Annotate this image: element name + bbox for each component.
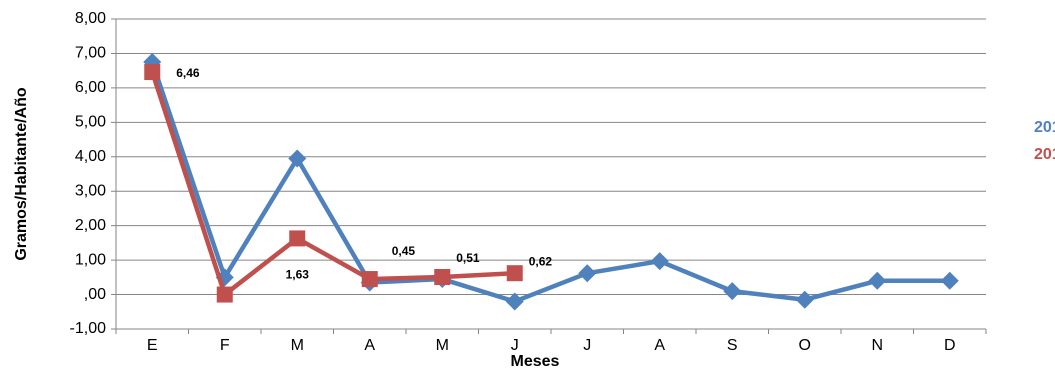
legend-label: 2011 <box>1034 119 1055 136</box>
y-tick-label: 1,00 <box>75 251 106 268</box>
marker <box>940 271 959 290</box>
x-tick-label: O <box>799 337 811 354</box>
marker <box>144 64 161 81</box>
x-axis-title: Meses <box>511 353 560 370</box>
value-label: 0,62 <box>529 254 553 268</box>
marker <box>505 292 524 311</box>
marker <box>795 290 814 309</box>
y-tick-label: ,00 <box>84 286 106 303</box>
y-tick-label: 8,00 <box>75 10 106 27</box>
x-tick-label: S <box>727 337 738 354</box>
y-tick-label: -1,00 <box>70 320 107 337</box>
x-tick-label: N <box>871 337 883 354</box>
marker <box>868 271 887 290</box>
value-label: 0,51 <box>456 251 480 265</box>
x-tick-label: J <box>583 337 591 354</box>
marker <box>361 271 378 288</box>
x-tick-label: A <box>654 337 665 354</box>
legend-label: 2012 <box>1034 146 1055 163</box>
x-tick-label: E <box>147 337 158 354</box>
x-tick-label: A <box>364 337 375 354</box>
x-tick-label: M <box>436 337 449 354</box>
x-tick-label: M <box>291 337 304 354</box>
y-tick-label: 2,00 <box>75 217 106 234</box>
marker <box>723 282 742 301</box>
marker <box>216 286 233 303</box>
x-tick-label: D <box>944 337 956 354</box>
value-label: 6,46 <box>176 66 200 80</box>
marker <box>506 265 523 282</box>
series-line <box>150 61 950 304</box>
marker <box>578 264 597 283</box>
y-axis-title: Gramos/Habitante/Año <box>13 87 30 261</box>
x-tick-label: J <box>511 337 519 354</box>
value-label: 0,45 <box>392 244 416 258</box>
y-tick-label: 4,00 <box>75 148 106 165</box>
value-label: 1,63 <box>286 268 310 282</box>
y-tick-label: 7,00 <box>75 45 106 62</box>
marker <box>288 149 307 168</box>
y-tick-label: 3,00 <box>75 182 106 199</box>
marker <box>434 268 451 285</box>
y-tick-label: 6,00 <box>75 79 106 96</box>
y-tick-label: 5,00 <box>75 114 106 131</box>
marker <box>289 230 306 247</box>
x-tick-label: F <box>220 337 230 354</box>
marker <box>650 252 669 271</box>
series-line <box>150 71 515 297</box>
